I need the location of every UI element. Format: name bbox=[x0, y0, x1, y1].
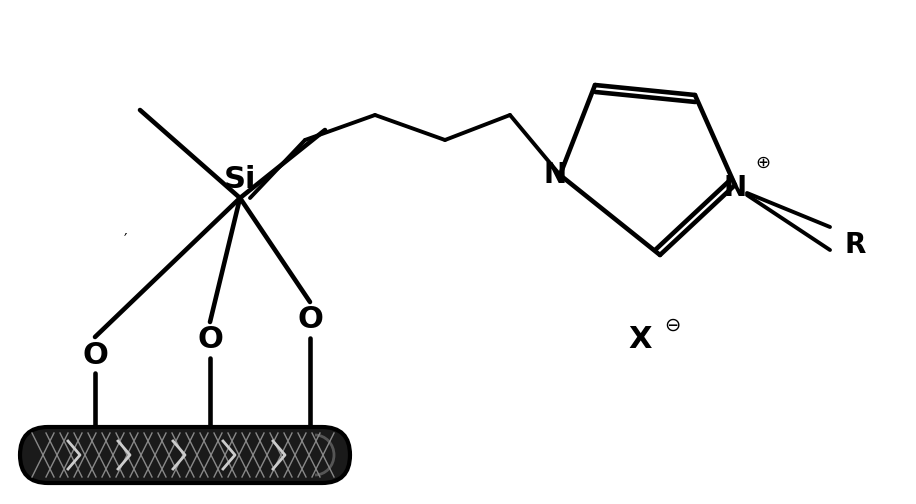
Text: ′: ′ bbox=[124, 232, 126, 247]
Text: ⊕: ⊕ bbox=[756, 154, 770, 172]
Text: X: X bbox=[628, 326, 652, 354]
Text: ⊖: ⊖ bbox=[664, 316, 681, 335]
Text: N: N bbox=[543, 161, 567, 189]
Text: N: N bbox=[724, 174, 747, 202]
Text: O: O bbox=[297, 305, 323, 335]
Text: Si: Si bbox=[224, 165, 256, 195]
Text: O: O bbox=[197, 326, 223, 354]
FancyBboxPatch shape bbox=[20, 427, 350, 483]
Text: R: R bbox=[845, 231, 866, 259]
Text: O: O bbox=[82, 341, 108, 369]
